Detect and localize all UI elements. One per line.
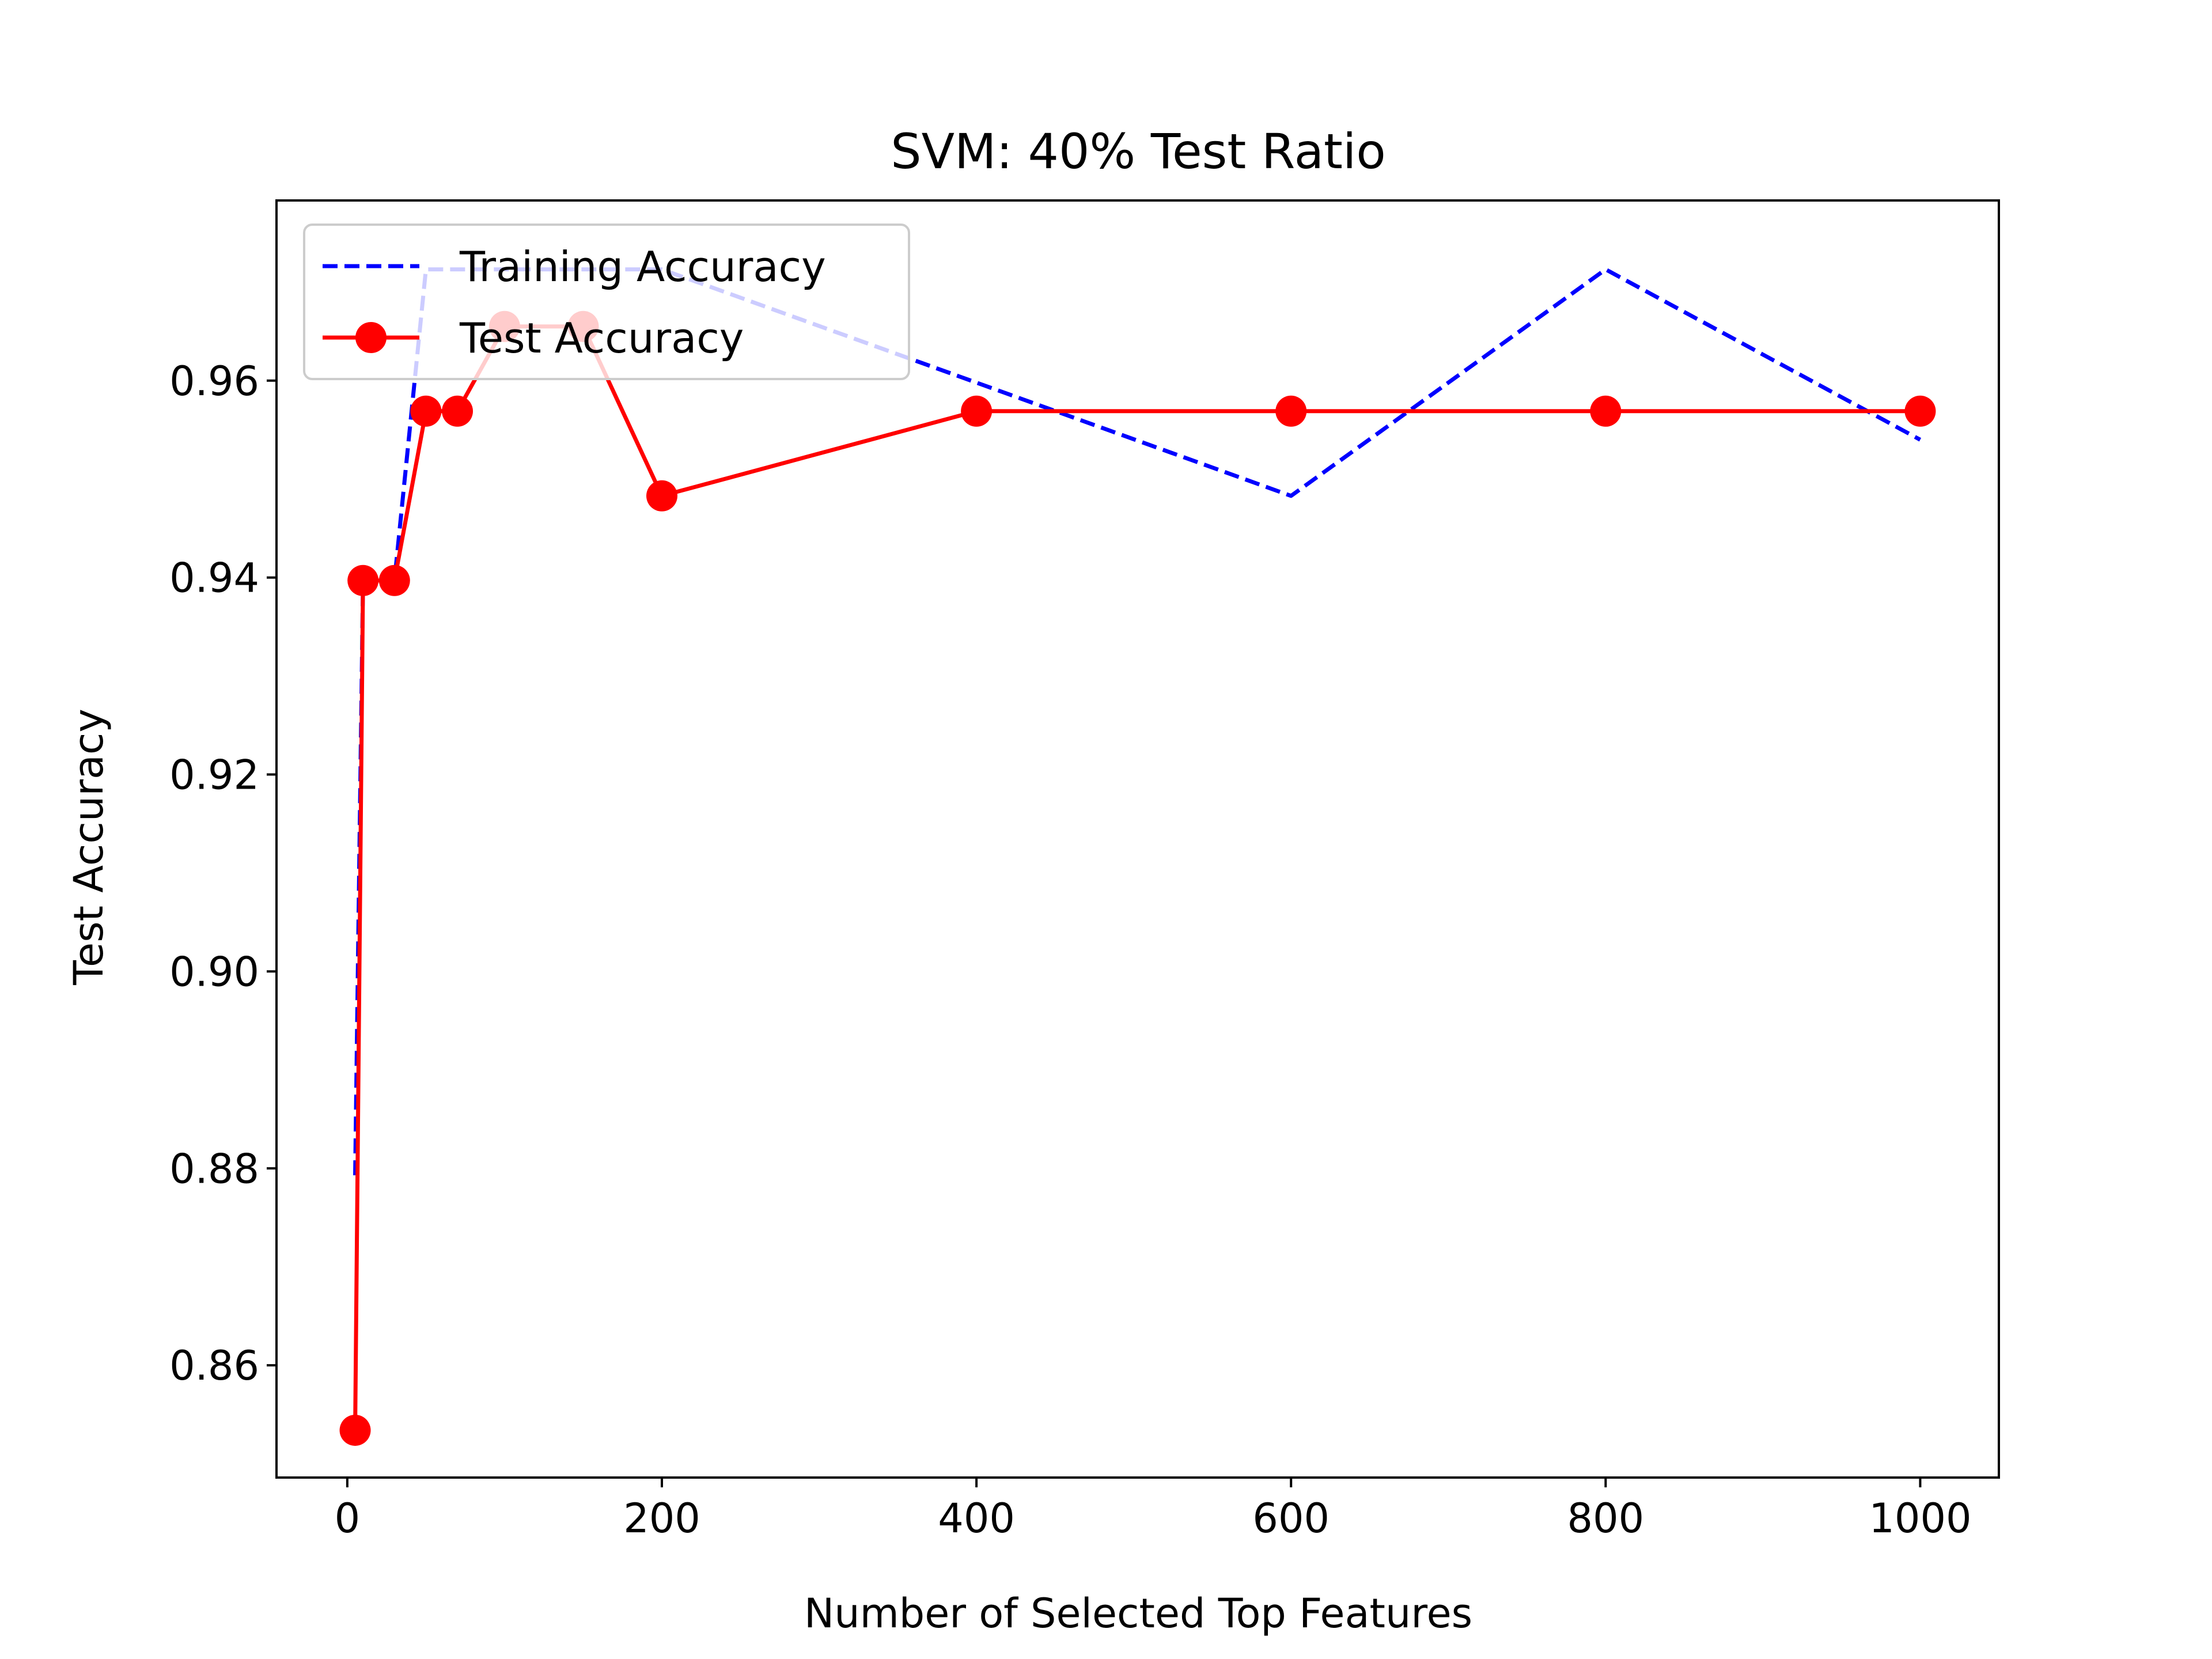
test-accuracy-point	[347, 565, 379, 596]
x-axis-label: Number of Selected Top Features	[804, 1590, 1472, 1637]
plot-background	[276, 200, 1999, 1478]
test-accuracy-point	[1275, 395, 1307, 427]
legend-swatch-marker	[355, 322, 387, 353]
legend-box	[303, 224, 910, 380]
plot-frame	[275, 199, 2000, 1479]
y-tick-label: 0.88	[169, 1145, 259, 1192]
test-accuracy-point	[646, 480, 677, 512]
y-tick-label: 0.86	[169, 1342, 259, 1389]
test-accuracy-point	[378, 565, 410, 596]
x-tick-label: 800	[1567, 1495, 1645, 1542]
y-tick-label: 0.90	[169, 948, 259, 995]
x-tick-label: 400	[938, 1495, 1015, 1542]
x-tick-label: 200	[623, 1495, 700, 1542]
y-axis-label: Test Accuracy	[65, 709, 112, 986]
x-tick-label: 1000	[1869, 1495, 1971, 1542]
test-accuracy-point	[961, 395, 993, 427]
legend-label: Training Accuracy	[459, 243, 826, 291]
legend-label: Test Accuracy	[459, 314, 744, 362]
x-tick-label: 600	[1252, 1495, 1330, 1542]
test-accuracy-point	[1904, 395, 1936, 427]
y-tick-label: 0.92	[169, 752, 259, 799]
test-accuracy-point	[442, 395, 474, 427]
y-tick-label: 0.94	[169, 555, 259, 602]
chart-title: SVM: 40% Test Ratio	[891, 123, 1385, 180]
test-accuracy-point	[410, 395, 442, 427]
plot-area: 0 200 400 600 800 1000 0.86 0.88 0.90 0.92 0.94 0.9…	[169, 199, 2000, 1542]
x-tick-label: 0	[335, 1495, 361, 1542]
test-accuracy-point	[339, 1414, 371, 1446]
test-accuracy-point	[1590, 395, 1622, 427]
y-tick-label: 0.96	[169, 358, 259, 405]
